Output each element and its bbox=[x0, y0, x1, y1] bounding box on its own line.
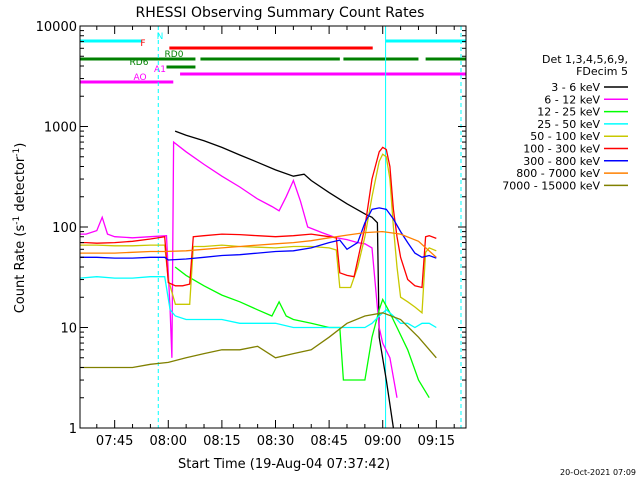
series-line bbox=[80, 207, 437, 261]
footer-timestamp: 20-Oct-2021 07:09 bbox=[560, 468, 636, 477]
y-tick-label: 100 bbox=[52, 221, 77, 236]
x-tick-label: 09:00 bbox=[364, 434, 401, 449]
x-axis-label: Start Time (19-Aug-04 07:37:42) bbox=[178, 457, 390, 472]
y-tick-label: 10 bbox=[60, 322, 77, 337]
legend-entry-label: 7000 - 15000 keV bbox=[502, 179, 600, 192]
chart-title: RHESSI Observing Summary Count Rates bbox=[136, 5, 425, 21]
legend-entry-label: 800 - 7000 keV bbox=[516, 167, 600, 180]
y-label-main: Count Rate (s bbox=[13, 225, 28, 314]
legend-title: Det 1,3,4,5,6,9, bbox=[542, 53, 628, 66]
state-bar-label: A1 bbox=[154, 65, 166, 75]
state-bar-label: RD0 bbox=[165, 50, 184, 60]
state-bar-label: AO bbox=[133, 73, 146, 83]
y-tick-label: 1 bbox=[69, 422, 77, 437]
x-tick-label: 08:15 bbox=[203, 434, 240, 449]
y-label-mid: detector bbox=[13, 156, 28, 216]
state-bar-label: RD6 bbox=[130, 58, 149, 68]
y-tick-label: 1000 bbox=[44, 121, 77, 136]
state-bar-label: N bbox=[157, 32, 164, 42]
legend-entry-label: 12 - 25 keV bbox=[537, 106, 600, 119]
y-label-end: ) bbox=[13, 143, 28, 148]
legend-entry-label: 50 - 100 keV bbox=[530, 130, 600, 143]
legend-title: FDecim 5 bbox=[576, 65, 628, 78]
legend-entry-label: 100 - 300 keV bbox=[523, 143, 600, 156]
x-tick-label: 08:00 bbox=[150, 434, 187, 449]
legend-entry-label: 3 - 6 keV bbox=[551, 81, 600, 94]
y-label-sup1: -1 bbox=[12, 216, 22, 225]
y-axis: 1 10 100 1000 10000 bbox=[36, 20, 466, 437]
series-line bbox=[80, 230, 437, 258]
x-tick-label: 07:45 bbox=[96, 434, 133, 449]
legend-entry-label: 6 - 12 keV bbox=[544, 93, 600, 106]
series-line bbox=[79, 276, 437, 329]
y-tick-label: 10000 bbox=[36, 20, 77, 35]
legend-entry-label: 25 - 50 keV bbox=[537, 118, 600, 131]
x-axis: 07:45 08:00 08:15 08:30 08:45 09:00 09:15 bbox=[96, 26, 455, 449]
y-axis-label: Count Rate (s-1 detector-1) bbox=[12, 143, 28, 314]
series-lines bbox=[79, 130, 437, 429]
attenuator-bars: N F RD0 RD6 AO A1 bbox=[80, 32, 466, 84]
series-line bbox=[80, 312, 437, 369]
x-tick-label: 08:30 bbox=[257, 434, 294, 449]
legend-entry-label: 300 - 800 keV bbox=[523, 155, 600, 168]
series-line bbox=[80, 140, 398, 398]
x-tick-label: 09:15 bbox=[418, 434, 455, 449]
y-label-sup2: -1 bbox=[12, 148, 22, 157]
series-line bbox=[174, 130, 395, 429]
state-bar-label: F bbox=[140, 39, 145, 49]
x-tick-label: 08:45 bbox=[310, 434, 347, 449]
